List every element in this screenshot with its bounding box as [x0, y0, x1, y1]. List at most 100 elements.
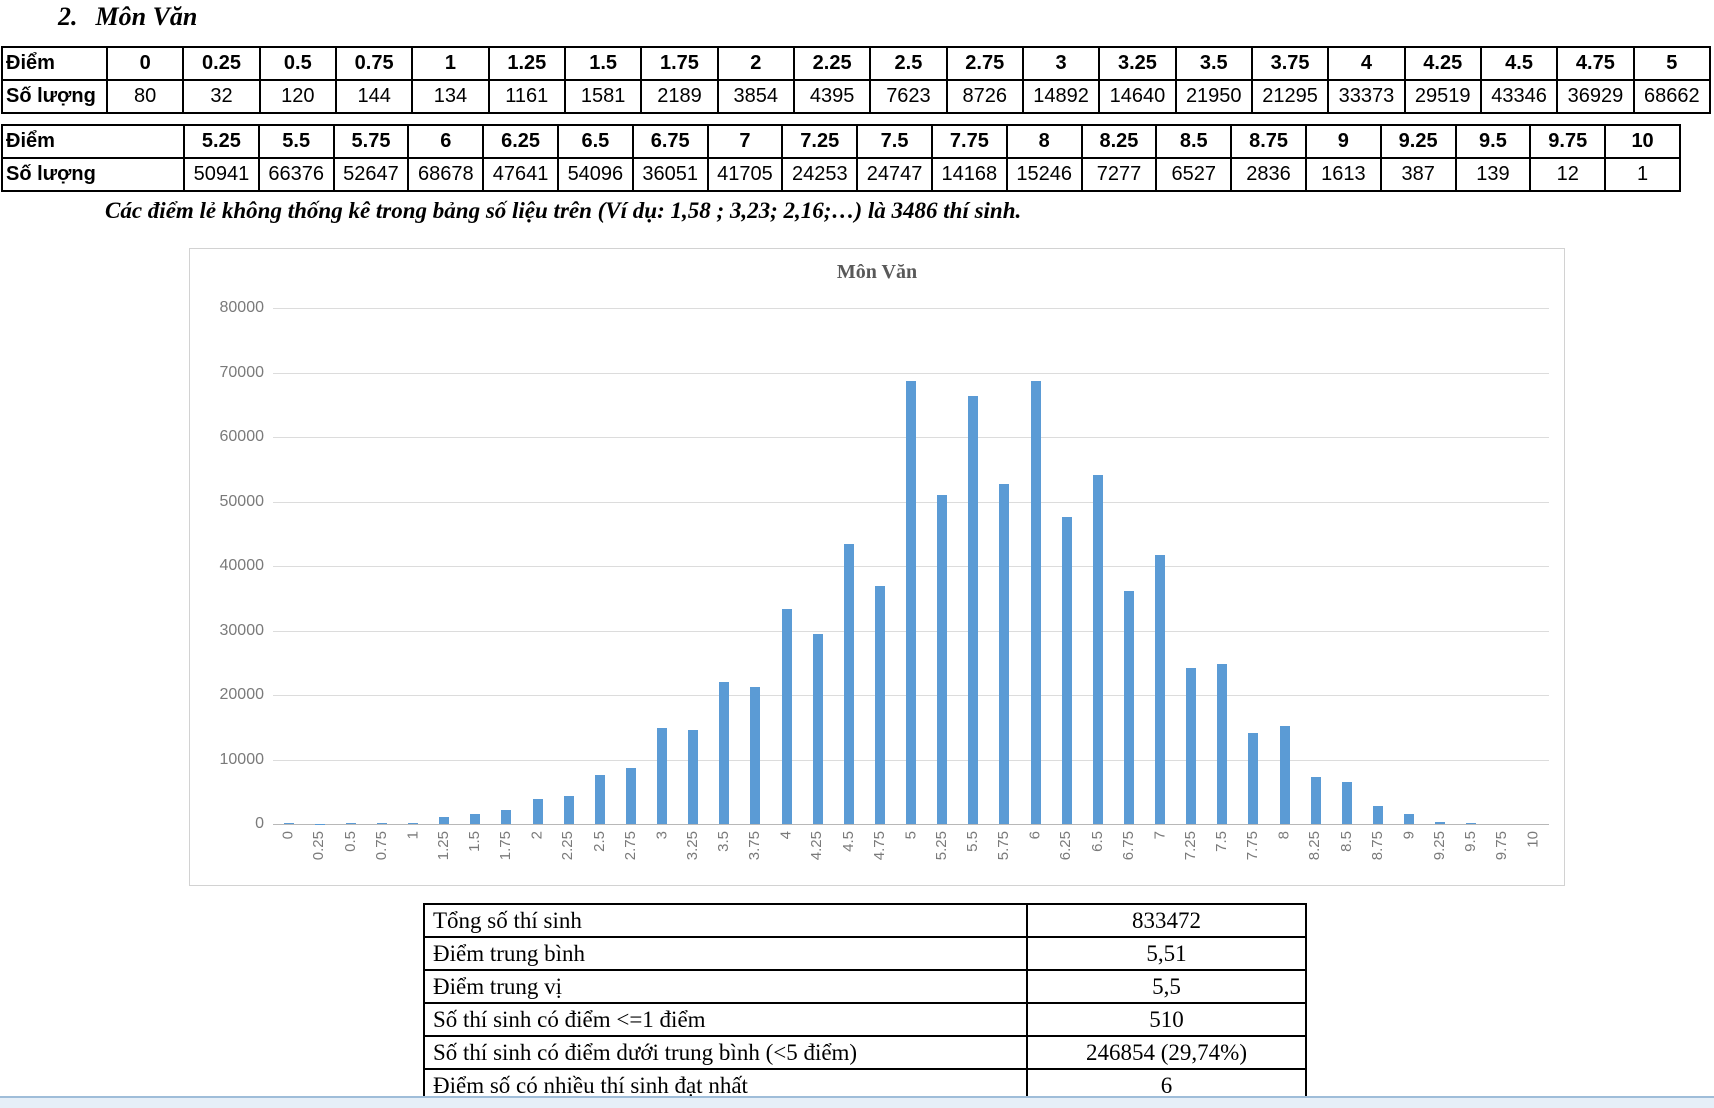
x-tick-label: 8.25 — [1306, 831, 1324, 861]
bar-slot — [491, 308, 522, 824]
summary-row: Tổng số thí sinh 833472 — [423, 903, 1307, 938]
score-cell: 3 — [1021, 46, 1101, 81]
summary-label: Điểm trung vị — [423, 969, 1028, 1004]
count-cell: 24747 — [856, 157, 933, 192]
count-cell: 29519 — [1403, 79, 1482, 114]
score-table-2: Điểm 5.25 5.5 5.75 6 6.25 6.5 6.75 7 7.25 7.5 7.75 8… — [1, 124, 1681, 192]
x-tick-label: 8.75 — [1368, 831, 1386, 861]
bar-slot — [989, 308, 1020, 824]
bar-slot — [833, 308, 864, 824]
score-cell: 3.75 — [1250, 46, 1330, 81]
score-cell: 9.25 — [1379, 124, 1457, 159]
bar — [657, 727, 668, 824]
count-cell: 6527 — [1155, 157, 1233, 192]
count-cell: 12 — [1529, 157, 1607, 192]
bar-slot — [678, 308, 709, 824]
score-cell: 9 — [1304, 124, 1382, 159]
score-cell: 8 — [1005, 124, 1083, 159]
score-cell: 2.5 — [869, 46, 948, 81]
x-tick-label: 9.75 — [1493, 831, 1511, 861]
gridline — [273, 372, 1549, 374]
bar-slot — [1518, 308, 1549, 824]
bar-slot — [647, 308, 678, 824]
x-tick-label: 5 — [902, 831, 920, 840]
bar-slot — [1051, 308, 1082, 824]
bar-slot — [584, 308, 615, 824]
bar — [781, 608, 792, 824]
count-cell: 120 — [258, 79, 337, 114]
y-tick-label: 70000 — [219, 363, 265, 381]
summary-label: Tổng số thí sinh — [423, 903, 1028, 938]
summary-value: 833472 — [1026, 903, 1307, 938]
count-cell: 8726 — [945, 79, 1024, 114]
bar — [1155, 555, 1166, 824]
score-cell: 5.25 — [183, 124, 260, 159]
score-cell: 7.5 — [856, 124, 933, 159]
bar-slot — [615, 308, 646, 824]
count-cell: 52647 — [332, 157, 410, 192]
x-tick-slot: 2.5 — [584, 825, 615, 881]
bar-slot — [1113, 308, 1144, 824]
x-tick-label: 0.75 — [372, 831, 390, 861]
score-cell: 2.75 — [945, 46, 1024, 81]
y-tick-label: 10000 — [219, 750, 265, 768]
count-cell: 47641 — [482, 157, 559, 192]
count-cell: 68678 — [407, 157, 485, 192]
x-tick-label: 9.5 — [1462, 831, 1480, 852]
score-cell: 7.25 — [781, 124, 859, 159]
bar — [1123, 591, 1134, 824]
score-cell: 5.75 — [332, 124, 410, 159]
x-tick-slot: 9.5 — [1456, 825, 1487, 881]
score-cell: 9.5 — [1454, 124, 1532, 159]
x-tick-label: 2.25 — [559, 831, 577, 861]
score-cell: 1.25 — [487, 46, 566, 81]
summary-table: Tổng số thí sinh 833472 Điểm trung bình 5,5… — [423, 903, 1307, 1103]
y-tick-label: 30000 — [219, 621, 265, 639]
summary-value: 246854 (29,74%) — [1026, 1035, 1307, 1070]
y-tick-label: 80000 — [219, 299, 265, 316]
x-tick-label: 7.25 — [1182, 831, 1200, 861]
score-cell: 3.5 — [1174, 46, 1253, 81]
score-cell: 4.75 — [1556, 46, 1635, 81]
count-cell: 21950 — [1174, 79, 1253, 114]
x-tick-slot: 4 — [771, 825, 802, 881]
score-cell: 4.25 — [1403, 46, 1482, 81]
score-cell: 0.75 — [334, 46, 414, 81]
summary-label: Số thí sinh có điểm dưới trung bình (<5 … — [423, 1035, 1028, 1070]
score-table-row: Điểm 0 0.25 0.5 0.75 1 1.25 1.5 1.75 2 2.25 2.5 2.75… — [1, 46, 1712, 81]
x-tick-slot: 6.75 — [1113, 825, 1144, 881]
bar — [1217, 664, 1228, 824]
x-tick-slot: 10 — [1518, 825, 1549, 881]
x-tick-label: 0 — [279, 831, 297, 840]
x-tick-slot: 1.25 — [429, 825, 460, 881]
count-cell: 144 — [334, 79, 414, 114]
x-tick-slot: 2 — [522, 825, 553, 881]
bar — [1248, 732, 1259, 824]
score-cell: 8.75 — [1230, 124, 1307, 159]
summary-row: Số thí sinh có điểm <=1 điểm 510 — [423, 1002, 1307, 1037]
count-cell: 14892 — [1021, 79, 1101, 114]
score-table-1: Điểm 0 0.25 0.5 0.75 1 1.25 1.5 1.75 2 2.25 2.5 2.75… — [1, 46, 1712, 114]
bar — [1310, 777, 1321, 824]
score-cell: 0 — [105, 46, 185, 81]
score-cell: 7.75 — [930, 124, 1008, 159]
bar — [968, 395, 979, 824]
score-cell: 8.5 — [1155, 124, 1233, 159]
y-tick-label: 0 — [255, 815, 264, 832]
bar-slot — [522, 308, 553, 824]
x-tick-label: 1.75 — [497, 831, 515, 861]
x-tick-slot: 5.5 — [958, 825, 989, 881]
bar — [812, 633, 823, 824]
bar — [1341, 781, 1352, 824]
row-label: Điểm — [1, 124, 185, 159]
x-tick-slot: 2.75 — [615, 825, 646, 881]
x-tick-slot: 0.5 — [335, 825, 366, 881]
score-cell: 1 — [411, 46, 490, 81]
summary-row: Điểm trung bình 5,51 — [423, 936, 1307, 971]
bar — [937, 495, 948, 824]
bar — [376, 823, 387, 824]
x-tick-label: 1.25 — [435, 831, 453, 861]
gridline — [273, 308, 1549, 309]
y-tick-label: 60000 — [219, 428, 265, 445]
